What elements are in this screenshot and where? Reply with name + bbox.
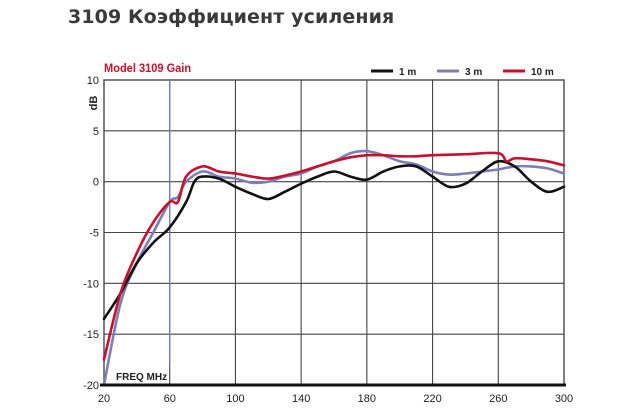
y-tick-label: 0 <box>93 177 99 189</box>
y-tick-label: -20 <box>83 380 99 392</box>
y-tick-label: -5 <box>89 228 99 240</box>
y-tick-label: 5 <box>93 126 99 138</box>
y-axis-label: dB <box>88 96 100 111</box>
chart-grid <box>103 79 565 386</box>
page-title: 3109 Коэффициент усиления <box>68 6 395 28</box>
series-line-10m <box>102 151 566 361</box>
series-line-1m <box>102 159 566 321</box>
y-tick-label: -10 <box>83 278 99 290</box>
x-tick-label: 20 <box>98 393 110 405</box>
legend-label: 1 m <box>399 67 416 78</box>
x-tick-label: 100 <box>226 393 244 405</box>
x-tick-label: 300 <box>555 393 573 405</box>
x-tick-label: 220 <box>423 393 441 405</box>
x-tick-label: 60 <box>164 393 176 405</box>
chart-title: Model 3109 Gain <box>104 61 192 75</box>
x-tick-label: 180 <box>358 393 376 405</box>
y-tick-label: 10 <box>87 75 99 87</box>
x-tick-label: 260 <box>489 393 507 405</box>
x-axis-label: FREQ MHz <box>116 372 167 383</box>
legend-label: 10 m <box>531 67 554 78</box>
chart-series <box>102 149 566 387</box>
x-tick-label: 140 <box>292 393 310 405</box>
legend-label: 3 m <box>465 67 482 78</box>
y-tick-label: -15 <box>83 329 99 341</box>
chart-legend: 1 m 3 m 10 m <box>371 67 554 78</box>
